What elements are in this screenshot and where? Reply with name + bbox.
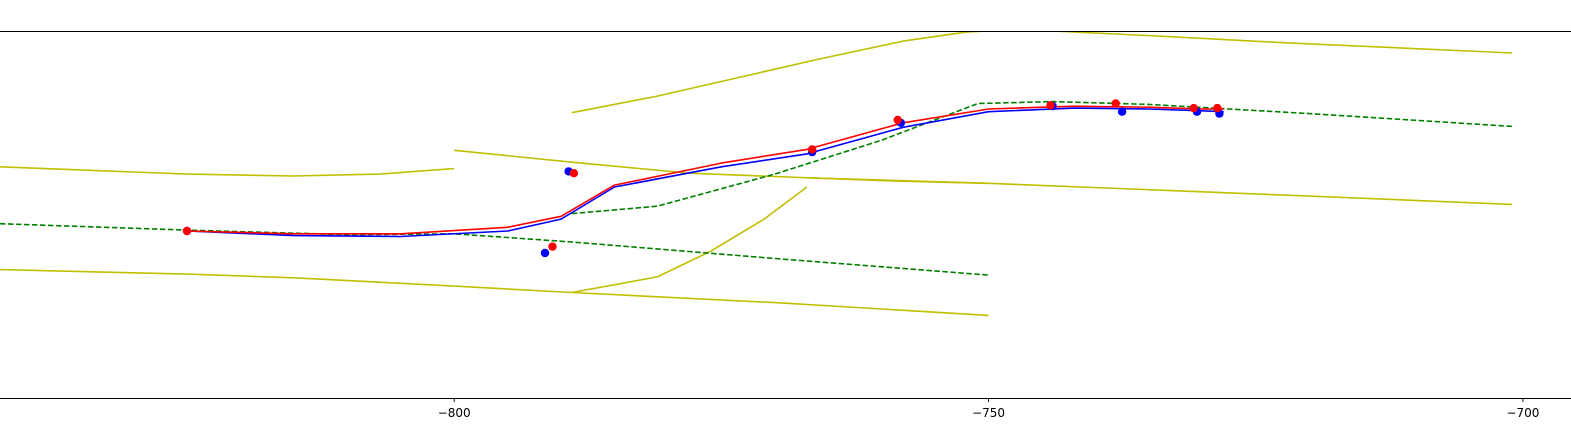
red-path-line — [186, 105, 1224, 235]
blue-scatter-point-6 — [1117, 107, 1127, 116]
lane-boundary-line-0 — [0, 166, 455, 177]
lane-boundary-line-4 — [571, 186, 808, 294]
lane-boundary-line-3 — [806, 177, 1513, 206]
x-tick-label-0: −800 — [438, 406, 471, 420]
frame-layer — [0, 31, 1571, 399]
x-tick-label-1: −750 — [972, 406, 1005, 420]
red-scatter-point-4 — [893, 115, 902, 125]
centerline-dashed-7 — [571, 100, 1513, 215]
red-scatter-point-8 — [1213, 103, 1222, 113]
blue-scatter-point-1 — [540, 248, 550, 258]
lane-boundary-line-5 — [0, 268, 989, 317]
red-scatter-point-5 — [1046, 101, 1055, 110]
red-scatter-point-3 — [808, 145, 817, 154]
series-layer — [0, 31, 1513, 317]
lane-boundary-line-2 — [571, 31, 1513, 114]
x-tick-label-2: −700 — [1506, 406, 1539, 420]
red-scatter-point-2 — [569, 169, 579, 178]
x-axis: −800 −750 −700 — [438, 398, 1539, 420]
red-scatter-point-0 — [182, 226, 192, 236]
red-scatter-point-6 — [1111, 99, 1120, 108]
red-scatter-point-1 — [548, 242, 557, 251]
blue-path-line — [186, 107, 1224, 238]
red-scatter-point-7 — [1189, 103, 1198, 113]
